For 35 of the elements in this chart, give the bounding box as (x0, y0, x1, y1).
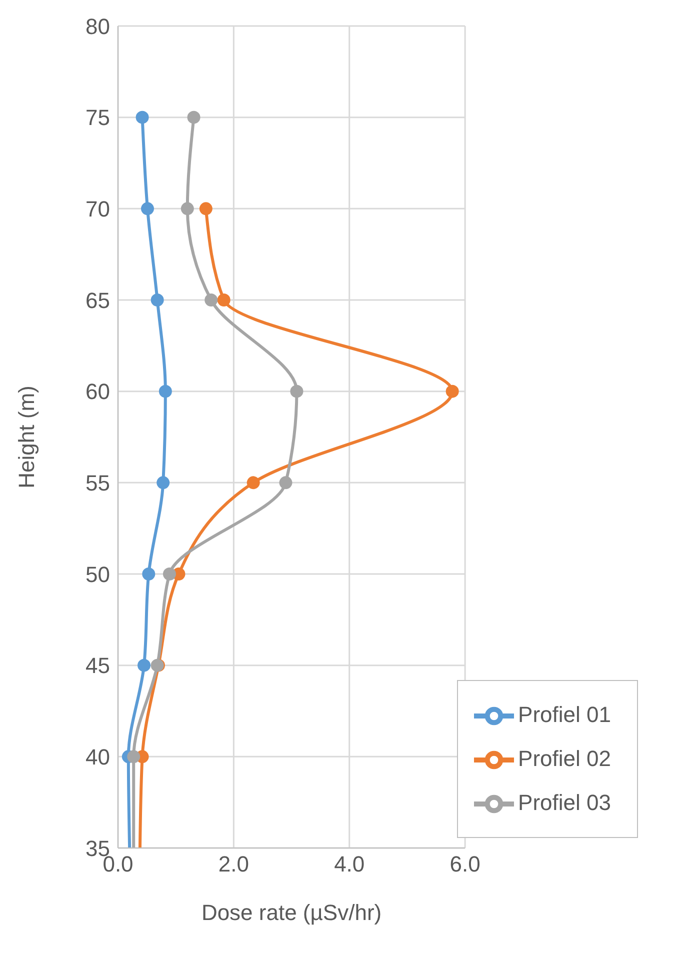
x-tick-label: 2.0 (218, 852, 249, 877)
point (150, 294, 164, 306)
point (142, 568, 156, 580)
point (290, 384, 304, 398)
y-tick-label: 45 (86, 653, 110, 678)
y-tick-label: 40 (86, 744, 110, 770)
point (279, 476, 292, 490)
legend-label: Profiel 01 (518, 702, 611, 727)
x-tick-label: 4.0 (334, 852, 365, 877)
point (199, 202, 212, 216)
y-tick-label: 50 (86, 562, 110, 587)
point (162, 568, 176, 580)
x-axis-title: Dose rate (µSv/hr) (201, 900, 382, 925)
point (246, 476, 260, 490)
legend-label: Profiel 02 (518, 746, 611, 771)
y-tick-label: 60 (86, 379, 110, 404)
point (136, 110, 149, 124)
legend-label: Profiel 03 (518, 790, 611, 815)
point (138, 658, 151, 672)
y-axis-title: Height (m) (14, 386, 39, 488)
point (158, 384, 172, 398)
point (156, 476, 170, 490)
point (141, 202, 154, 216)
y-tick-label: 55 (86, 470, 110, 496)
point (180, 202, 194, 216)
y-tick-label: 80 (86, 14, 110, 39)
point (204, 294, 218, 306)
y-tick-label: 75 (86, 105, 110, 130)
x-tick-label: 6.0 (450, 852, 480, 877)
point (217, 294, 230, 306)
point (187, 110, 200, 124)
y-tick-label: 65 (86, 288, 110, 313)
y-tick-label: 70 (86, 196, 110, 222)
point (446, 384, 459, 398)
point (127, 750, 140, 764)
